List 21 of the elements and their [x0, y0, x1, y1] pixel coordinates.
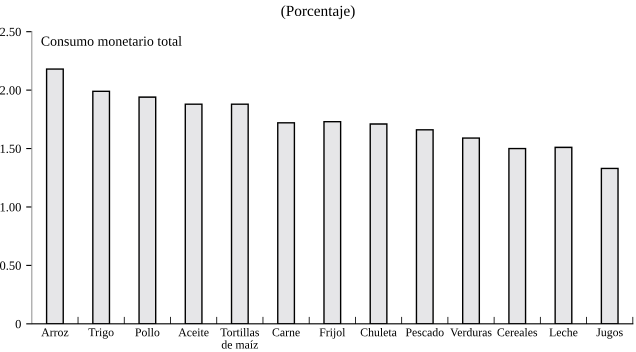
x-tick-label: Jugos: [596, 328, 623, 339]
annotation: Consumo monetario total: [41, 36, 182, 46]
x-tick-label: Leche: [549, 328, 578, 336]
x-tick-label: Tortillas de maíz: [220, 328, 260, 349]
y-tick-label: 0.50: [0, 261, 21, 270]
x-tick-label: Frijol: [320, 328, 346, 339]
x-tick-label: Carne: [272, 328, 300, 336]
x-tick-label: Aceite: [178, 328, 209, 336]
y-tick-label: 2.50: [0, 28, 21, 36]
x-tick-label: Trigo: [88, 328, 114, 339]
y-tick-label: 0: [16, 320, 21, 328]
y-tick-label: 1.50: [0, 144, 21, 154]
x-tick-label: Arroz: [41, 328, 68, 336]
x-tick-label: Cereales: [497, 328, 538, 336]
chart-subtitle: (Porcentaje): [281, 5, 355, 20]
y-tick-label: 2.00: [0, 86, 21, 95]
x-tick-label: Chuleta: [360, 328, 397, 336]
x-tick-label: Verduras: [450, 328, 492, 336]
x-tick-label: Pescado: [406, 328, 444, 336]
x-tick-label: Pollo: [135, 328, 160, 336]
y-tick-label: 1.00: [0, 203, 21, 212]
